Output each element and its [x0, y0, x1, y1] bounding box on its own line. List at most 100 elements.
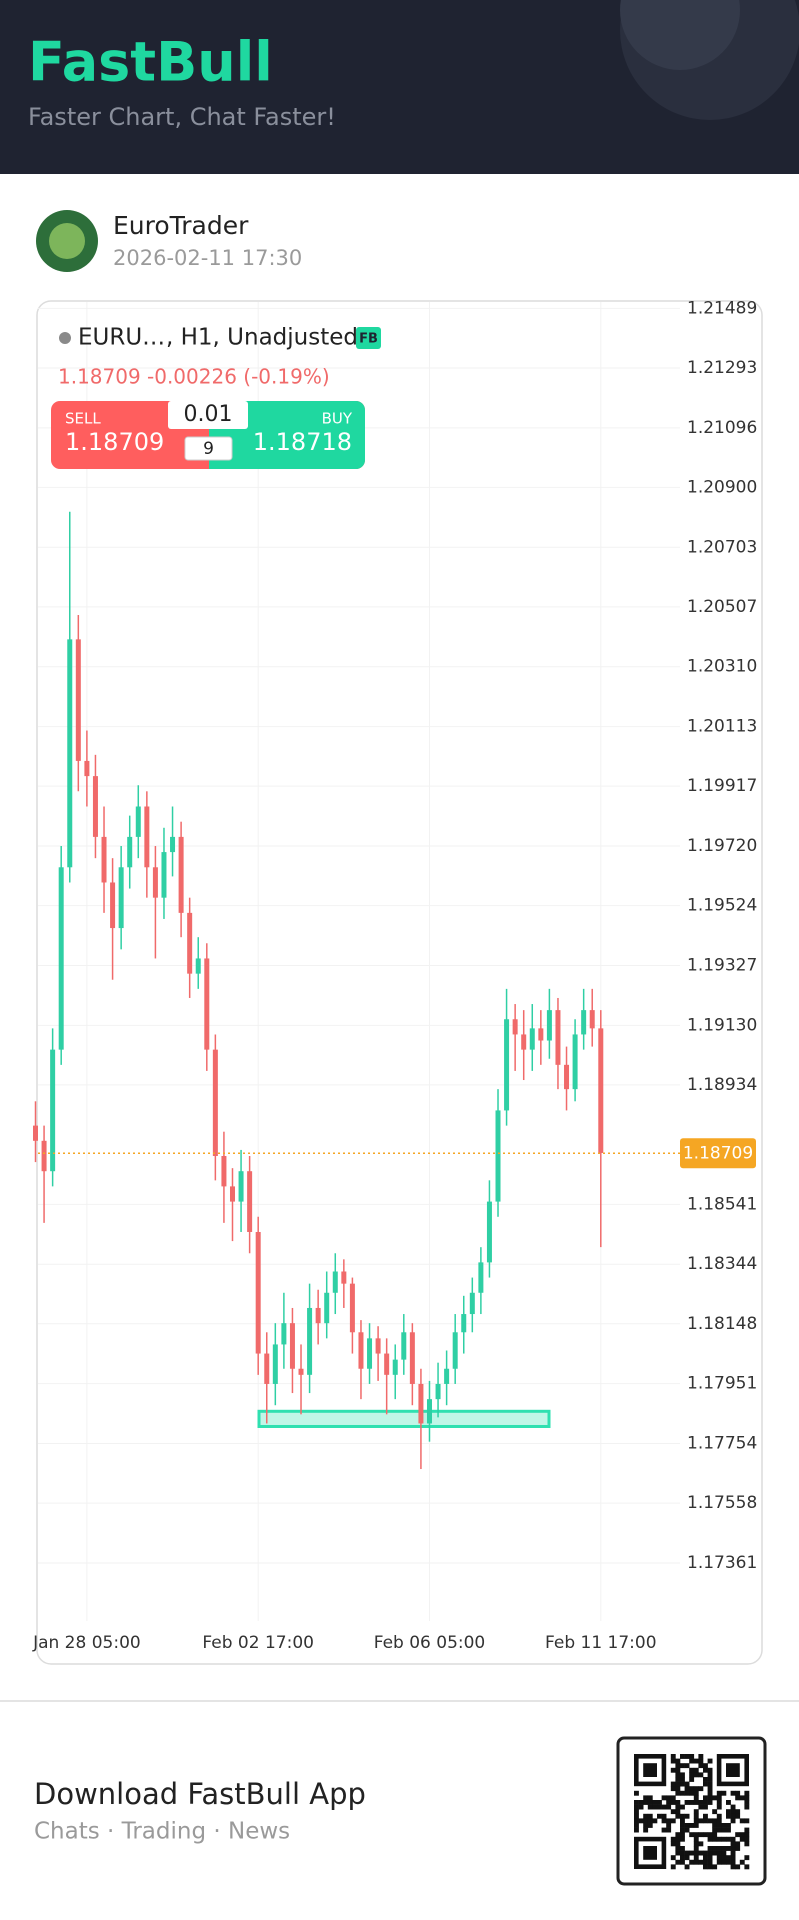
qr-module — [689, 1767, 695, 1773]
quote-change: -0.00226 (-0.19%) — [147, 365, 330, 389]
qr-module — [712, 1823, 718, 1828]
y-tick-label: 1.19524 — [687, 896, 757, 916]
qr-module — [661, 1818, 667, 1824]
qr-module — [680, 1790, 685, 1796]
candle-body — [341, 1271, 347, 1284]
qr-module — [739, 1795, 745, 1801]
qr-module — [647, 1795, 653, 1801]
qr-module — [703, 1777, 708, 1782]
qr-module — [712, 1864, 718, 1870]
candle-body — [495, 1110, 501, 1202]
qr-module — [707, 1836, 713, 1842]
qr-module — [698, 1772, 704, 1778]
qr-module — [703, 1763, 708, 1769]
qr-module — [730, 1813, 736, 1819]
qr-module — [680, 1754, 685, 1759]
last-price-box — [680, 1138, 756, 1169]
lot-box[interactable] — [168, 401, 248, 429]
qr-module — [689, 1823, 695, 1828]
candle-body — [358, 1332, 364, 1369]
candle-body — [118, 867, 124, 929]
qr-module — [675, 1841, 681, 1847]
qr-module — [675, 1772, 681, 1778]
qr-module — [716, 1855, 722, 1861]
qr-module — [712, 1809, 718, 1815]
qr-module — [703, 1813, 708, 1819]
qr-module — [739, 1832, 745, 1838]
qr-module — [675, 1781, 681, 1787]
y-tick-label: 1.19327 — [687, 955, 757, 975]
qr-module — [684, 1754, 690, 1759]
x-tick-label: Feb 11 17:00 — [545, 1633, 657, 1653]
qr-module — [735, 1832, 741, 1838]
qr-module — [675, 1804, 681, 1810]
qr-module — [707, 1800, 713, 1805]
qr-module — [680, 1850, 685, 1856]
qr-module — [675, 1758, 681, 1764]
sell-price: 1.18709 — [65, 428, 164, 456]
qr-module — [652, 1804, 658, 1810]
qr-module — [712, 1818, 718, 1824]
qr-module — [707, 1855, 713, 1861]
qr-module — [634, 1790, 639, 1796]
qr-module — [721, 1855, 727, 1861]
qr-module — [670, 1758, 676, 1764]
qr-module — [689, 1790, 695, 1796]
qr-module — [647, 1818, 653, 1824]
qr-module — [707, 1795, 713, 1801]
qr-module — [643, 1818, 649, 1824]
qr-module — [680, 1823, 685, 1828]
candle-body — [349, 1283, 355, 1333]
footer-title[interactable]: Download FastBull App — [34, 1777, 366, 1811]
qr-module — [680, 1772, 685, 1778]
qr-module — [693, 1850, 699, 1856]
qr-module — [716, 1813, 722, 1819]
candle-body — [401, 1332, 407, 1360]
qr-module — [693, 1859, 699, 1865]
qr-module — [675, 1832, 681, 1838]
qr-module — [744, 1804, 750, 1810]
qr-module — [643, 1827, 649, 1833]
qr-module — [684, 1850, 690, 1856]
qr-module — [638, 1818, 644, 1824]
qr-module — [680, 1846, 685, 1851]
qr-module — [744, 1800, 750, 1805]
qr-module — [684, 1827, 690, 1833]
qr-module — [689, 1758, 695, 1764]
candle-body — [187, 912, 193, 974]
candle-body — [444, 1368, 450, 1384]
qr-module — [680, 1804, 685, 1810]
qr-module — [693, 1846, 699, 1851]
candle-body — [212, 1049, 218, 1157]
candle-body — [572, 1034, 578, 1090]
qr-module — [716, 1795, 722, 1801]
spread-box — [184, 436, 233, 461]
qr-code[interactable] — [616, 1736, 767, 1886]
qr-module — [689, 1777, 695, 1782]
qr-module — [744, 1827, 750, 1833]
candle-body — [546, 1010, 552, 1041]
qr-module — [661, 1795, 667, 1801]
qr-module — [643, 1813, 649, 1819]
candle-body — [452, 1332, 458, 1369]
author[interactable]: EuroTrader — [113, 211, 249, 240]
qr-module — [744, 1855, 750, 1861]
qr-module — [730, 1855, 736, 1861]
qr-module — [744, 1832, 750, 1838]
candle-body — [504, 1019, 510, 1111]
qr-module — [712, 1850, 718, 1856]
symbol: EURU… — [78, 325, 165, 351]
qr-module — [716, 1827, 722, 1833]
candle-body — [195, 958, 201, 974]
qr-module — [693, 1813, 699, 1819]
qr-module — [712, 1795, 718, 1801]
qr-module — [739, 1859, 745, 1865]
buy-price: 1.18718 — [253, 428, 352, 456]
candle-body — [426, 1399, 432, 1424]
candle-body — [178, 836, 184, 913]
quote-price: 1.18709 — [58, 365, 141, 389]
y-tick-label: 1.20900 — [687, 477, 757, 497]
qr-module — [735, 1813, 741, 1819]
